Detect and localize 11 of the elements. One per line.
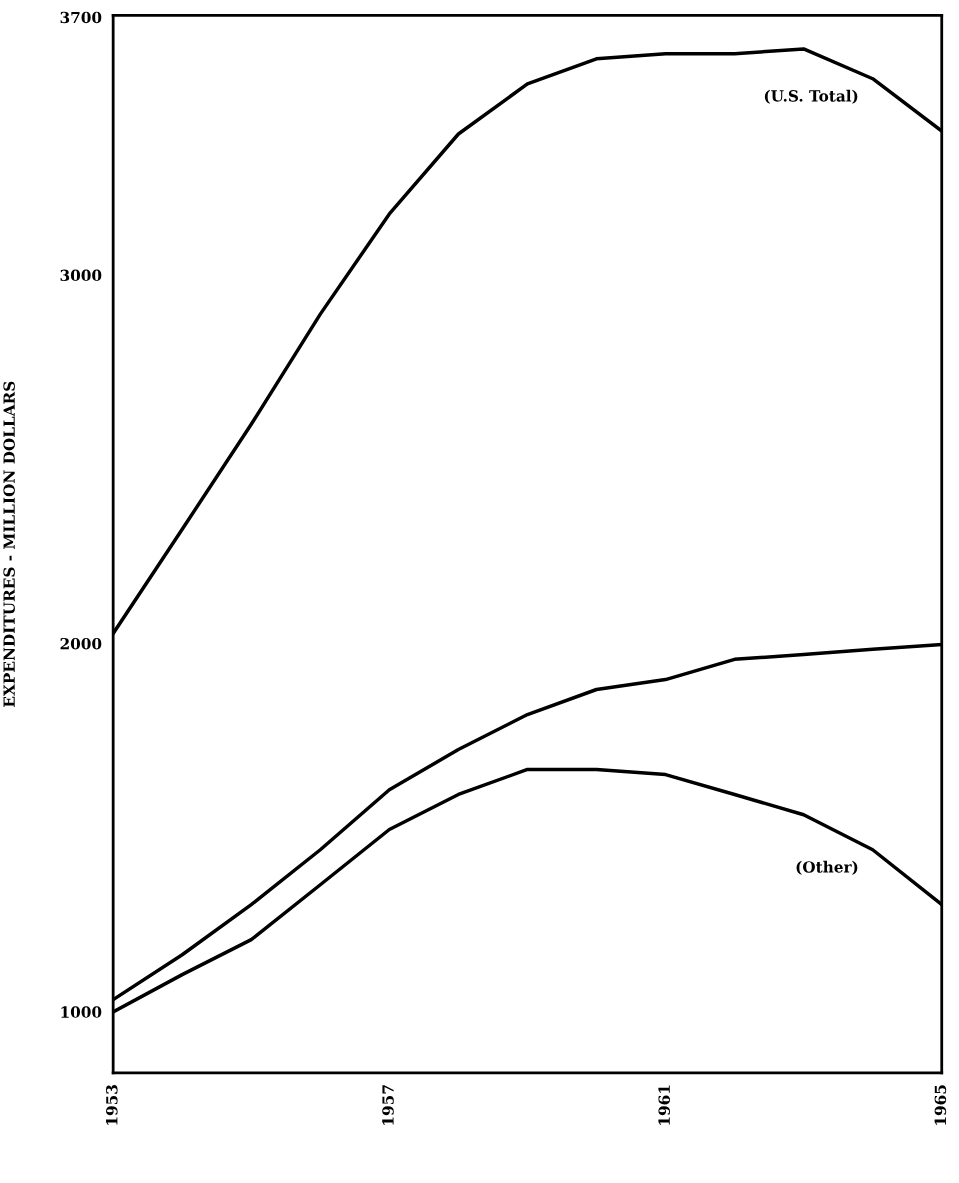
x-tick-label: 1961: [658, 1085, 670, 1125]
series-label: (Other): [796, 860, 858, 875]
x-tick-label: 1957: [382, 1085, 394, 1125]
y-tick-label: 3700: [60, 11, 102, 24]
y-tick-label: 1000: [61, 1006, 102, 1018]
y-tick-label: 2000: [60, 637, 102, 650]
y-axis-title: EXPENDITURES - MILLION DOLLARS: [3, 381, 15, 707]
series-label: (U.S. Total): [764, 89, 858, 104]
x-tick-label: 1965: [934, 1085, 947, 1125]
x-tick-label: 1953: [106, 1085, 118, 1125]
y-tick-label: 3000: [60, 269, 102, 282]
